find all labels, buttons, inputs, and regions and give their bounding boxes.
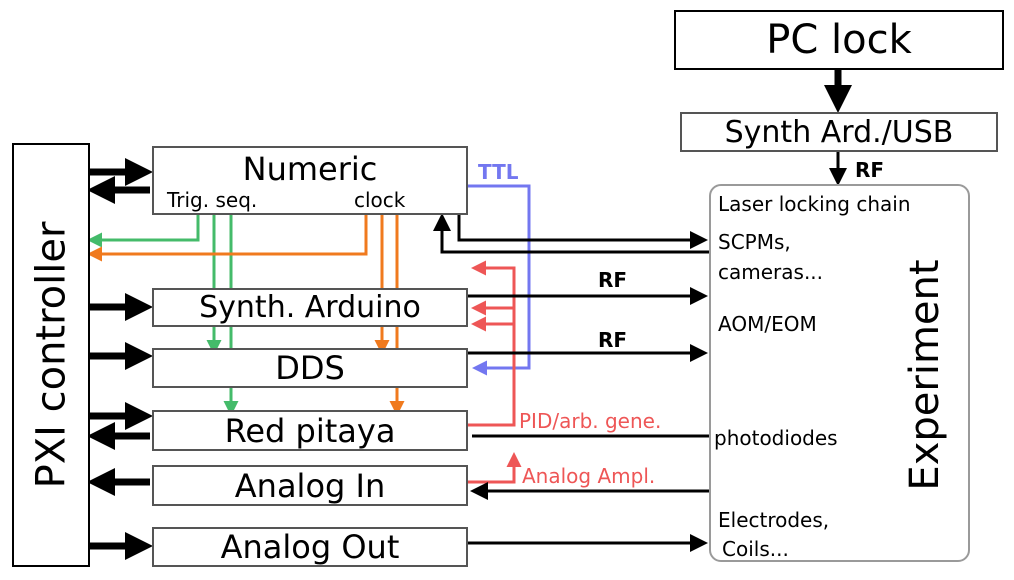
analog-out-box: Analog Out (152, 527, 468, 567)
analog-in-box: Analog In (152, 465, 468, 506)
synth-usb-label: Synth Ard./USB (724, 114, 954, 150)
numeric-label: Numeric (242, 150, 378, 188)
photodiodes-text: photodiodes (714, 426, 838, 450)
pc-lock-label: PC lock (766, 17, 912, 63)
ttl-label: TTL (478, 160, 519, 184)
laser-chain-text: Laser locking chain (718, 192, 911, 216)
red-pitaya-box: Red pitaya (152, 410, 468, 451)
experiment-label: Experiment (902, 259, 948, 491)
dds-box: DDS (152, 348, 468, 388)
analog-in-label: Analog In (234, 466, 386, 505)
rf-label-2: RF (598, 328, 628, 352)
pc-lock-box: PC lock (674, 10, 1004, 70)
experiment-lines (433, 213, 709, 552)
synth-arduino-box: Synth. Arduino (152, 288, 468, 327)
pxi-controller-box: PXI controller (12, 143, 90, 567)
ttl-lines (468, 184, 531, 376)
pxi-bus-arrows (87, 158, 153, 560)
analog-out-label: Analog Out (220, 528, 400, 566)
coils-text: Coils... (722, 537, 789, 561)
pxi-controller-label: PXI controller (28, 221, 75, 489)
synth-usb-box: Synth Ard./USB (680, 112, 998, 152)
rf-label-1: RF (598, 268, 628, 292)
clock-port: clock (354, 188, 406, 212)
pid-label: PID/arb. gene. (519, 409, 662, 433)
synth-arduino-label: Synth. Arduino (199, 290, 421, 325)
experiment-box (709, 184, 970, 562)
cameras-text: cameras... (718, 260, 824, 284)
rf-top-label: RF (855, 158, 885, 182)
electrodes-text: Electrodes, (718, 508, 830, 532)
analog-ampl-label: Analog Ampl. (522, 464, 656, 488)
scpms-text: SCPMs, (718, 230, 791, 254)
trig-seq-port: Trig. seq. (167, 188, 258, 212)
red-pitaya-label: Red pitaya (224, 411, 396, 450)
numeric-box: Numeric (152, 146, 468, 215)
analog-lines (468, 260, 522, 484)
aom-eom-text: AOM/EOM (718, 312, 817, 336)
dds-label: DDS (275, 349, 345, 387)
